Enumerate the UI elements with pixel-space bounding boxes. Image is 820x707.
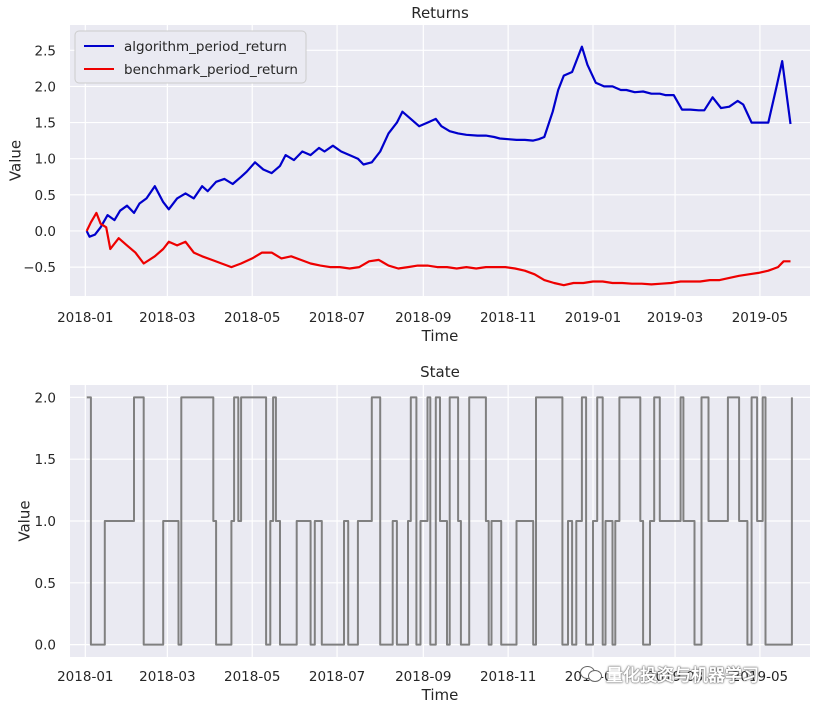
x-tick-label: 2019-05 xyxy=(732,669,788,685)
chart-title: State xyxy=(420,363,460,381)
y-tick-label: 0.5 xyxy=(35,576,56,592)
x-tick-label: 2018-09 xyxy=(395,669,451,685)
y-tick-label: 2.0 xyxy=(35,79,56,95)
series-line-0 xyxy=(85,45,792,238)
y-tick-label: 2.5 xyxy=(35,43,56,59)
state-chart: 2018-01 2018-03 2018-05 2018-07 2018-09 2018-… xyxy=(16,363,810,704)
x-tick-label: 2018-01 xyxy=(57,310,113,326)
watermark-text: 量化投资与机器学习 xyxy=(606,665,759,686)
legend-label-benchmark: benchmark_period_return xyxy=(124,62,298,78)
x-axis-label: Time xyxy=(421,327,459,345)
state-series-line xyxy=(86,396,793,646)
x-tick-label: 2018-07 xyxy=(309,669,365,685)
x-tick-label: 2018-01 xyxy=(57,669,113,685)
y-tick-label: −0.5 xyxy=(23,260,56,276)
x-tick-label: 2018-05 xyxy=(224,310,280,326)
series-line-1 xyxy=(85,211,791,287)
x-tick-label: 2019-05 xyxy=(732,310,788,326)
chart-title: Returns xyxy=(411,4,469,22)
y-tick-label: 0.0 xyxy=(35,224,56,240)
x-tick-label: 2019-03 xyxy=(647,310,703,326)
x-tick-label: 2018-03 xyxy=(139,310,195,326)
y-axis-label: Value xyxy=(16,500,34,541)
x-tick-label: 2019-01 xyxy=(565,310,621,326)
y-tick-label: 1.5 xyxy=(35,116,56,132)
y-tick-label: 0.0 xyxy=(35,638,56,654)
y-tick-label: 1.0 xyxy=(35,514,56,530)
y-axis-label: Value xyxy=(7,140,25,181)
x-tick-label: 2018-05 xyxy=(224,669,280,685)
series-group xyxy=(86,396,793,646)
series-group xyxy=(85,45,792,287)
returns-chart: 2018-01 2018-03 2018-05 2018-07 2018-09 2018-… xyxy=(7,4,810,345)
x-axis-label: Time xyxy=(421,686,459,704)
x-tick-label: 2018-11 xyxy=(480,310,536,326)
x-tick-label: 2018-11 xyxy=(480,669,536,685)
watermark: 量化投资与机器学习 xyxy=(580,660,759,686)
legend-label-algorithm: algorithm_period_return xyxy=(124,39,287,55)
y-tick-label: 1.0 xyxy=(35,152,56,168)
x-tick-label: 2018-09 xyxy=(395,310,451,326)
y-tick-label: 1.5 xyxy=(35,452,56,468)
tick-labels: 2018-01 2018-03 2018-05 2018-07 2018-09 2018-… xyxy=(35,390,789,685)
legend: algorithm_period_return benchmark_period… xyxy=(74,30,307,84)
y-tick-label: 0.5 xyxy=(35,188,56,204)
tick-labels: 2018-01 2018-03 2018-05 2018-07 2018-09 2018-… xyxy=(23,43,788,326)
wechat-icon xyxy=(580,664,602,682)
x-tick-label: 2018-07 xyxy=(309,310,365,326)
x-tick-label: 2019-03 xyxy=(647,669,703,685)
legend-box xyxy=(74,30,307,84)
y-tick-label: 2.0 xyxy=(35,390,56,406)
x-tick-label: 2018-03 xyxy=(139,669,195,685)
